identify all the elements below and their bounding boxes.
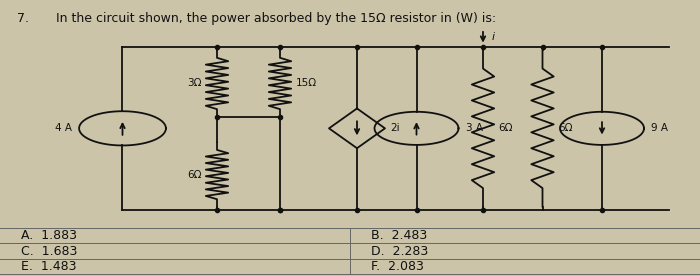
Text: A.  1.883: A. 1.883: [21, 229, 77, 242]
Text: 4 A: 4 A: [55, 123, 72, 133]
Text: In the circuit shown, the power absorbed by the 15Ω resistor in (W) is:: In the circuit shown, the power absorbed…: [52, 12, 496, 25]
Text: 7.: 7.: [18, 12, 29, 25]
Text: 6Ω: 6Ω: [187, 169, 202, 180]
Text: 6Ω: 6Ω: [558, 123, 573, 133]
Text: 9 A: 9 A: [651, 123, 668, 133]
Text: B.  2.483: B. 2.483: [371, 229, 427, 242]
Text: 3 A: 3 A: [466, 123, 482, 133]
Text: E.  1.483: E. 1.483: [21, 260, 76, 274]
Text: D.  2.283: D. 2.283: [371, 245, 428, 258]
Text: F.  2.083: F. 2.083: [371, 260, 424, 274]
Text: i: i: [491, 32, 494, 42]
Text: 2i: 2i: [391, 123, 400, 133]
Text: C.  1.683: C. 1.683: [21, 245, 78, 258]
Text: 15Ω: 15Ω: [295, 78, 316, 89]
Text: 6Ω: 6Ω: [498, 123, 513, 133]
Text: 3Ω: 3Ω: [187, 78, 202, 89]
